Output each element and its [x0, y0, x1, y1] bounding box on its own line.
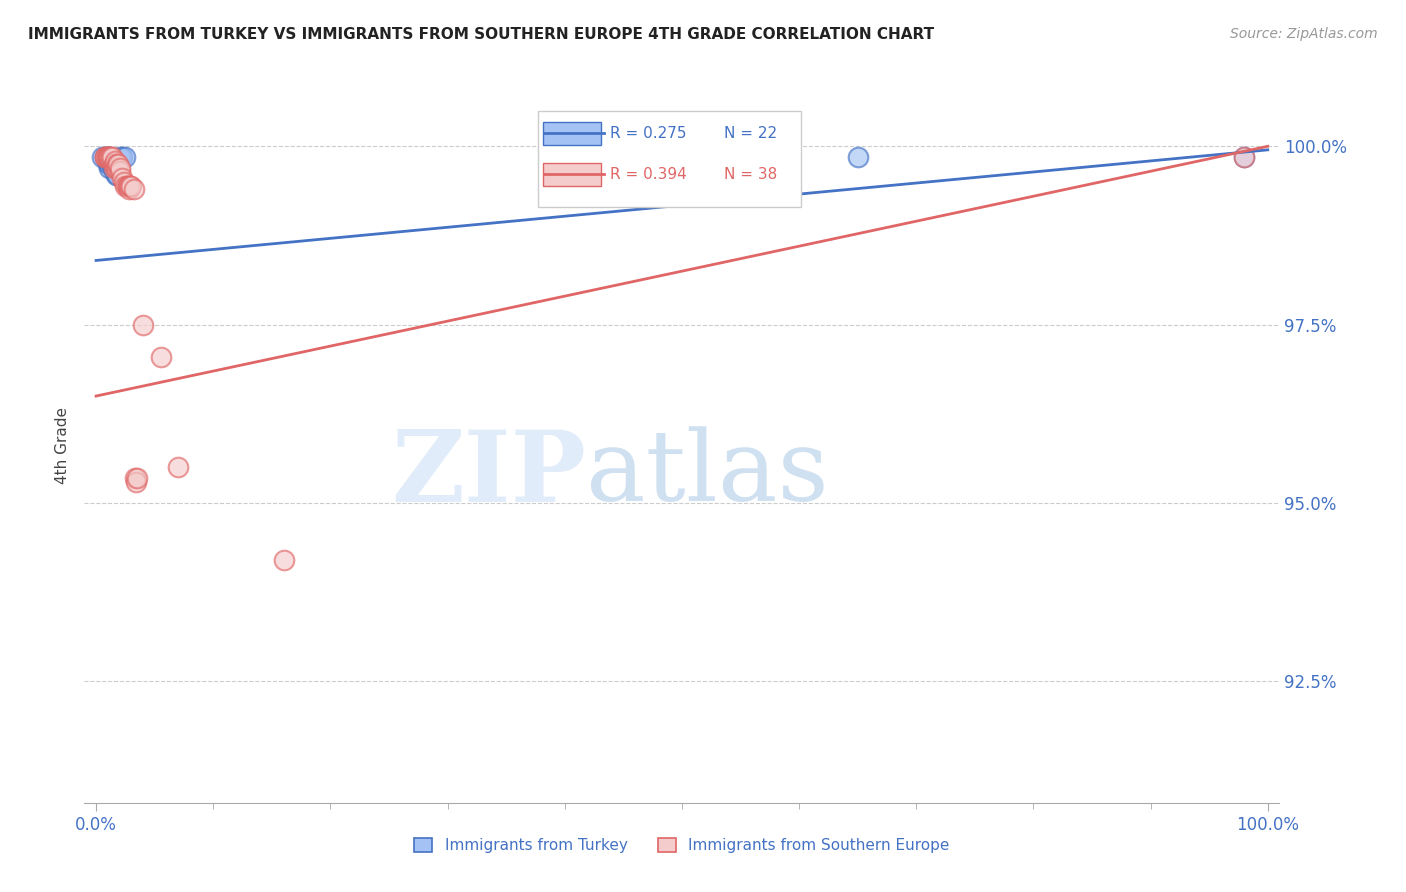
Point [111, 171, 134, 186]
Point [103, 164, 125, 178]
Point [98, 150, 121, 164]
Text: IMMIGRANTS FROM TURKEY VS IMMIGRANTS FROM SOUTHERN EUROPE 4TH GRADE CORRELATION : IMMIGRANTS FROM TURKEY VS IMMIGRANTS FRO… [28, 27, 934, 42]
Point [273, 553, 295, 567]
Point [96, 150, 118, 164]
Point [98, 153, 121, 168]
Text: N = 38: N = 38 [724, 167, 778, 182]
Text: ZIP: ZIP [391, 426, 586, 523]
Point [117, 178, 139, 193]
Point [97, 157, 120, 171]
Point [97, 150, 120, 164]
Point [103, 161, 125, 175]
Text: Source: ZipAtlas.com: Source: ZipAtlas.com [1230, 27, 1378, 41]
Point [104, 157, 127, 171]
Point [98, 150, 120, 164]
Point [149, 350, 172, 364]
Point [107, 157, 129, 171]
Point [101, 157, 124, 171]
Point [1233, 150, 1256, 164]
Point [94, 150, 117, 164]
Point [104, 157, 127, 171]
Point [115, 178, 138, 193]
FancyBboxPatch shape [538, 111, 801, 207]
Point [105, 161, 128, 175]
Point [105, 168, 128, 182]
Point [90, 150, 114, 164]
Point [114, 150, 136, 164]
Point [127, 471, 149, 485]
Text: N = 22: N = 22 [724, 126, 778, 141]
Point [105, 161, 127, 175]
Point [1233, 150, 1256, 164]
FancyBboxPatch shape [543, 162, 600, 186]
Point [98, 161, 120, 175]
Point [167, 460, 190, 475]
Point [846, 150, 869, 164]
Point [96, 150, 118, 164]
Point [105, 168, 127, 182]
Point [105, 157, 128, 171]
Text: atlas: atlas [586, 426, 830, 523]
Point [104, 161, 127, 175]
Point [104, 153, 127, 168]
Point [100, 150, 122, 164]
Point [94, 150, 117, 164]
Point [124, 471, 146, 485]
Text: R = 0.394: R = 0.394 [610, 167, 688, 182]
Point [100, 157, 122, 171]
Point [120, 178, 142, 193]
Point [118, 178, 141, 193]
Point [97, 153, 120, 168]
Point [108, 161, 131, 175]
Y-axis label: 4th Grade: 4th Grade [55, 408, 70, 484]
Point [94, 150, 117, 164]
Point [98, 157, 120, 171]
Point [108, 150, 131, 164]
Point [111, 150, 134, 164]
Point [125, 475, 148, 489]
Point [118, 182, 141, 196]
FancyBboxPatch shape [543, 122, 600, 145]
Legend: Immigrants from Turkey, Immigrants from Southern Europe: Immigrants from Turkey, Immigrants from … [408, 832, 956, 859]
Point [132, 318, 155, 332]
Point [120, 178, 141, 193]
Point [96, 150, 118, 164]
Point [108, 164, 131, 178]
Point [97, 150, 120, 164]
Point [101, 150, 124, 164]
Point [103, 157, 125, 171]
Point [112, 175, 135, 189]
Point [122, 182, 145, 196]
Point [96, 150, 118, 164]
Point [114, 178, 136, 193]
Point [98, 150, 121, 164]
Text: R = 0.275: R = 0.275 [610, 126, 686, 141]
